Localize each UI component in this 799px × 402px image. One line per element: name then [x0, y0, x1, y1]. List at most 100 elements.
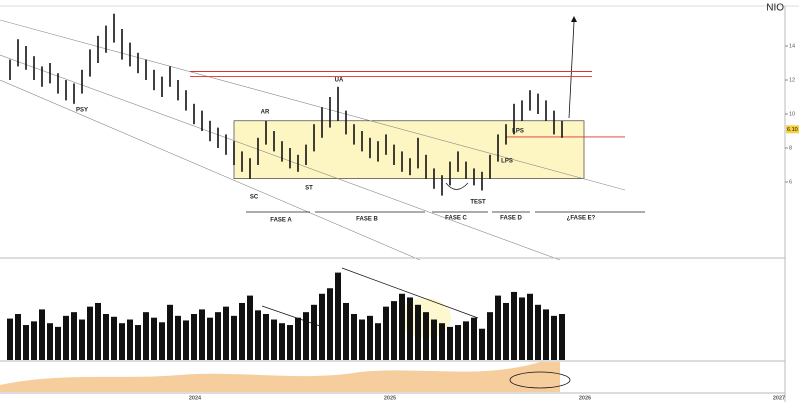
- volume-bar: [471, 317, 477, 360]
- channel-lines: [0, 19, 626, 261]
- volume-bar: [87, 306, 93, 360]
- volume-bar: [431, 319, 437, 360]
- volume-bar: [399, 293, 405, 360]
- annotation: FASE A: [270, 218, 292, 224]
- ticker-title: NIO: [766, 3, 784, 14]
- volume-bar: [127, 319, 133, 360]
- annotation: UA: [335, 78, 344, 84]
- volume-bar: [327, 288, 333, 360]
- target-arrow: [568, 21, 575, 119]
- volume-bar: [383, 306, 389, 360]
- volume-bar: [175, 315, 181, 360]
- volume-bar: [191, 314, 197, 360]
- annotation: SC: [250, 195, 259, 201]
- volume-bar: [39, 309, 45, 360]
- volume-bar: [31, 321, 37, 360]
- volume-bar: [375, 323, 381, 360]
- volume-bar: [439, 323, 445, 360]
- volume-bar: [351, 314, 357, 360]
- volume-bar: [71, 312, 77, 360]
- volume-bar: [295, 317, 301, 360]
- volume-bar: [463, 321, 469, 360]
- volume-bar: [311, 304, 317, 360]
- y-tick-label: 10: [789, 111, 795, 117]
- volume-trendline: [341, 267, 479, 319]
- volume-bar: [255, 310, 261, 360]
- volume-bar: [559, 314, 565, 360]
- volume-bar: [495, 295, 501, 360]
- annotation: LPS: [512, 129, 524, 135]
- volume-bar: [47, 323, 53, 360]
- time-label: 2024: [189, 395, 202, 401]
- annotation: LPS: [501, 159, 513, 165]
- volume-bar: [63, 315, 69, 360]
- annotation: PSY: [76, 108, 88, 114]
- time-label: 2026: [579, 395, 591, 401]
- volume-bar: [359, 319, 365, 360]
- volume-bar: [279, 323, 285, 360]
- annotation: ST: [305, 186, 313, 192]
- time-label: 2027: [773, 395, 785, 401]
- volume-bar: [447, 326, 453, 360]
- volume-bar: [247, 295, 253, 360]
- volume-bar: [223, 306, 229, 360]
- volume-bar: [487, 312, 493, 360]
- volume-bar: [143, 312, 149, 360]
- volume-bar: [415, 304, 421, 360]
- volume-bar: [79, 319, 85, 360]
- volume-bar: [23, 325, 29, 360]
- volume-bar: [167, 304, 173, 360]
- annotation: FASE C: [445, 216, 467, 222]
- time-label: 2025: [384, 395, 396, 401]
- volume-bar: [319, 293, 325, 360]
- annotation: AR: [261, 110, 270, 116]
- volume-bar: [343, 302, 349, 360]
- annotation: TEST: [470, 200, 486, 206]
- volume-bar: [303, 312, 309, 360]
- volume-bar: [503, 302, 509, 360]
- volume-bar: [207, 317, 213, 360]
- volume-bar: [7, 318, 13, 360]
- volume-bar: [151, 317, 157, 360]
- y-tick-label: 6: [789, 179, 792, 185]
- volume-bar: [519, 297, 525, 360]
- volume-bar: [455, 325, 461, 360]
- volume-bar: [423, 312, 429, 360]
- volume-bar: [527, 293, 533, 360]
- price-tag-bg: [786, 125, 799, 134]
- annotation: FASE B: [356, 217, 378, 223]
- indicator-highlight: [509, 371, 571, 389]
- volume-bar: [55, 326, 61, 360]
- target-arrowhead: [571, 16, 577, 22]
- volume-trendline: [261, 305, 321, 327]
- indicator-area: [0, 362, 560, 392]
- y-tick-label: 14: [789, 43, 795, 49]
- annotation: ¿FASE E?: [567, 216, 596, 222]
- volume-bar: [111, 316, 117, 360]
- volume-bar: [543, 309, 549, 360]
- annotation: FASE D: [500, 216, 522, 222]
- volume-bar: [183, 320, 189, 360]
- volume-bar: [335, 272, 341, 360]
- volume-bar: [103, 314, 109, 360]
- volume-bar: [95, 302, 101, 360]
- volume-bar: [135, 325, 141, 360]
- range-box: [233, 120, 585, 179]
- price-tag: 6.10: [787, 127, 798, 133]
- volume-bar: [271, 319, 277, 360]
- volume-bar: [391, 301, 397, 360]
- volume-bar: [159, 322, 165, 360]
- volume-bar: [407, 297, 413, 360]
- spring-curve: [445, 182, 469, 190]
- volume-bar: [479, 328, 485, 360]
- y-tick-label: 12: [789, 77, 795, 83]
- volume-bar: [263, 314, 269, 360]
- volume-bar: [511, 291, 517, 360]
- volume-bar: [287, 325, 293, 360]
- volume-bar: [215, 312, 221, 360]
- volume-bar: [535, 304, 541, 360]
- volume-bar: [199, 309, 205, 360]
- volume-bar: [15, 314, 21, 360]
